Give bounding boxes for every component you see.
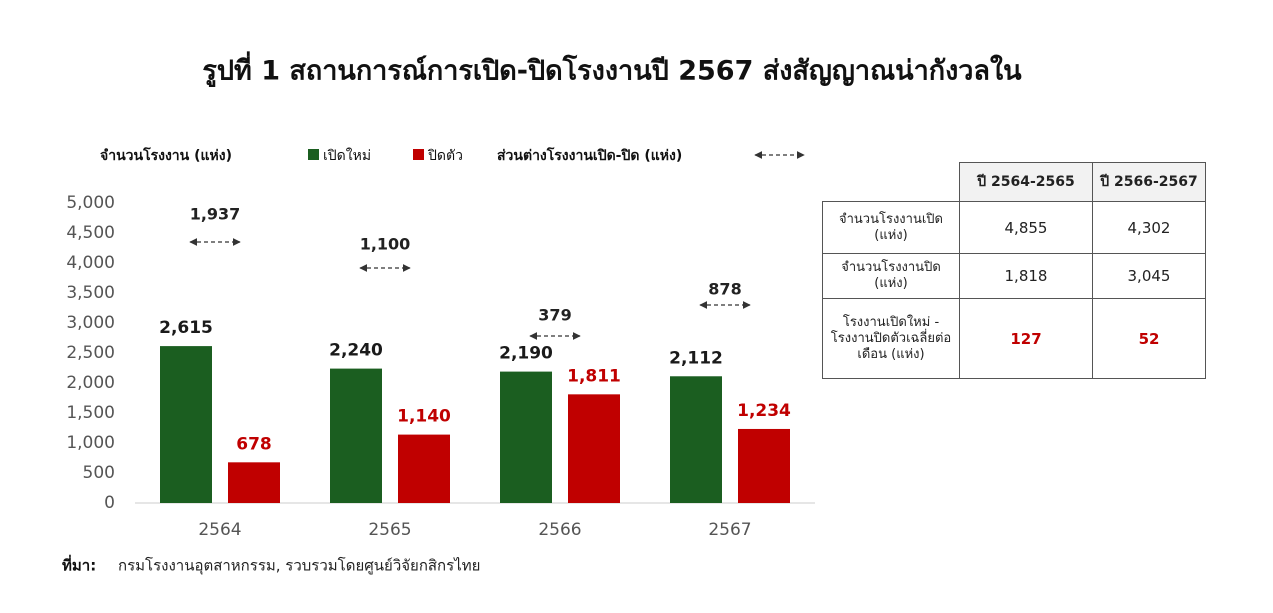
y-tick-label: 4,500	[66, 223, 115, 243]
table-header: ปี 2564-2565 ปี 2566-2567	[823, 162, 1206, 202]
y-tick-label: 1,000	[66, 433, 115, 453]
bar	[568, 394, 620, 503]
x-tick-label: 2565	[368, 520, 411, 540]
legend-label: เปิดใหม่	[323, 147, 371, 164]
row-label: จำนวนโรงงานปิด (แห่ง)	[822, 253, 960, 299]
y-axis-label: จำนวนโรงงาน (แห่ง)	[100, 146, 232, 164]
bar	[500, 371, 552, 503]
value-label: 1,811	[567, 366, 621, 386]
difference-label: 379	[538, 306, 571, 325]
difference-label: 1,937	[190, 205, 241, 224]
cell: 52	[1092, 298, 1206, 379]
row-label: โรงงานเปิดใหม่ - โรงงานปิดตัวเฉลี่ยต่อเด…	[822, 298, 960, 379]
column-header: ปี 2566-2567	[1092, 162, 1206, 202]
x-tick-label: 2564	[198, 520, 241, 540]
bar	[228, 462, 280, 503]
table-row: จำนวนโรงงานเปิด (แห่ง) 4,855 4,302	[822, 201, 1206, 254]
value-label: 1,140	[397, 407, 451, 427]
cell: 4,855	[959, 201, 1093, 254]
difference-label: 1,100	[360, 235, 411, 254]
column-header: ปี 2564-2565	[959, 162, 1093, 202]
y-tick-label: 3,000	[66, 313, 115, 333]
legend-label: ปิดตัว	[428, 148, 463, 164]
y-tick-label: 2,500	[66, 343, 115, 363]
row-label: จำนวนโรงงานเปิด (แห่ง)	[822, 201, 960, 254]
bar	[670, 376, 722, 503]
cell: 127	[959, 298, 1093, 379]
difference-label: 878	[708, 280, 741, 299]
value-label: 2,615	[159, 318, 213, 338]
y-tick-label: 3,500	[66, 283, 115, 303]
y-tick-label: 5,000	[66, 193, 115, 213]
chart-title: รูปที่ 1 สถานการณ์การเปิด-ปิดโรงงานปี 25…	[202, 51, 1022, 88]
value-label: 2,240	[329, 341, 383, 361]
cell: 1,818	[959, 253, 1093, 299]
legend-swatch	[413, 149, 424, 160]
table-row: จำนวนโรงงานปิด (แห่ง) 1,818 3,045	[822, 253, 1206, 299]
value-label: 2,112	[669, 348, 723, 368]
bar	[160, 346, 212, 503]
bar	[398, 434, 450, 503]
value-label: 1,234	[737, 401, 791, 421]
corner	[823, 163, 960, 202]
y-tick-label: 0	[104, 493, 115, 513]
y-tick-label: 2,000	[66, 373, 115, 393]
source-label: ที่มา:	[62, 555, 96, 575]
value-label: 2,190	[499, 344, 553, 364]
bar	[738, 428, 790, 503]
table-row: โรงงานเปิดใหม่ - โรงงานปิดตัวเฉลี่ยต่อเด…	[822, 298, 1206, 379]
bar	[330, 368, 382, 503]
value-label: 678	[236, 434, 272, 454]
y-tick-label: 1,500	[66, 403, 115, 423]
source-text: กรมโรงงานอุตสาหกรรม, รวบรวมโดยศูนย์วิจัย…	[118, 557, 480, 576]
x-tick-label: 2566	[538, 520, 581, 540]
y-tick-label: 500	[83, 463, 115, 483]
x-tick-label: 2567	[708, 520, 751, 540]
summary-table: ปี 2564-2565 ปี 2566-2567 จำนวนโรงงานเปิด…	[822, 162, 1206, 379]
cell: 4,302	[1092, 201, 1206, 254]
legend-swatch	[308, 149, 319, 160]
y-tick-label: 4,000	[66, 253, 115, 273]
cell: 3,045	[1092, 253, 1206, 299]
legend-label: ส่วนต่างโรงงานเปิด-ปิด (แห่ง)	[497, 146, 682, 164]
